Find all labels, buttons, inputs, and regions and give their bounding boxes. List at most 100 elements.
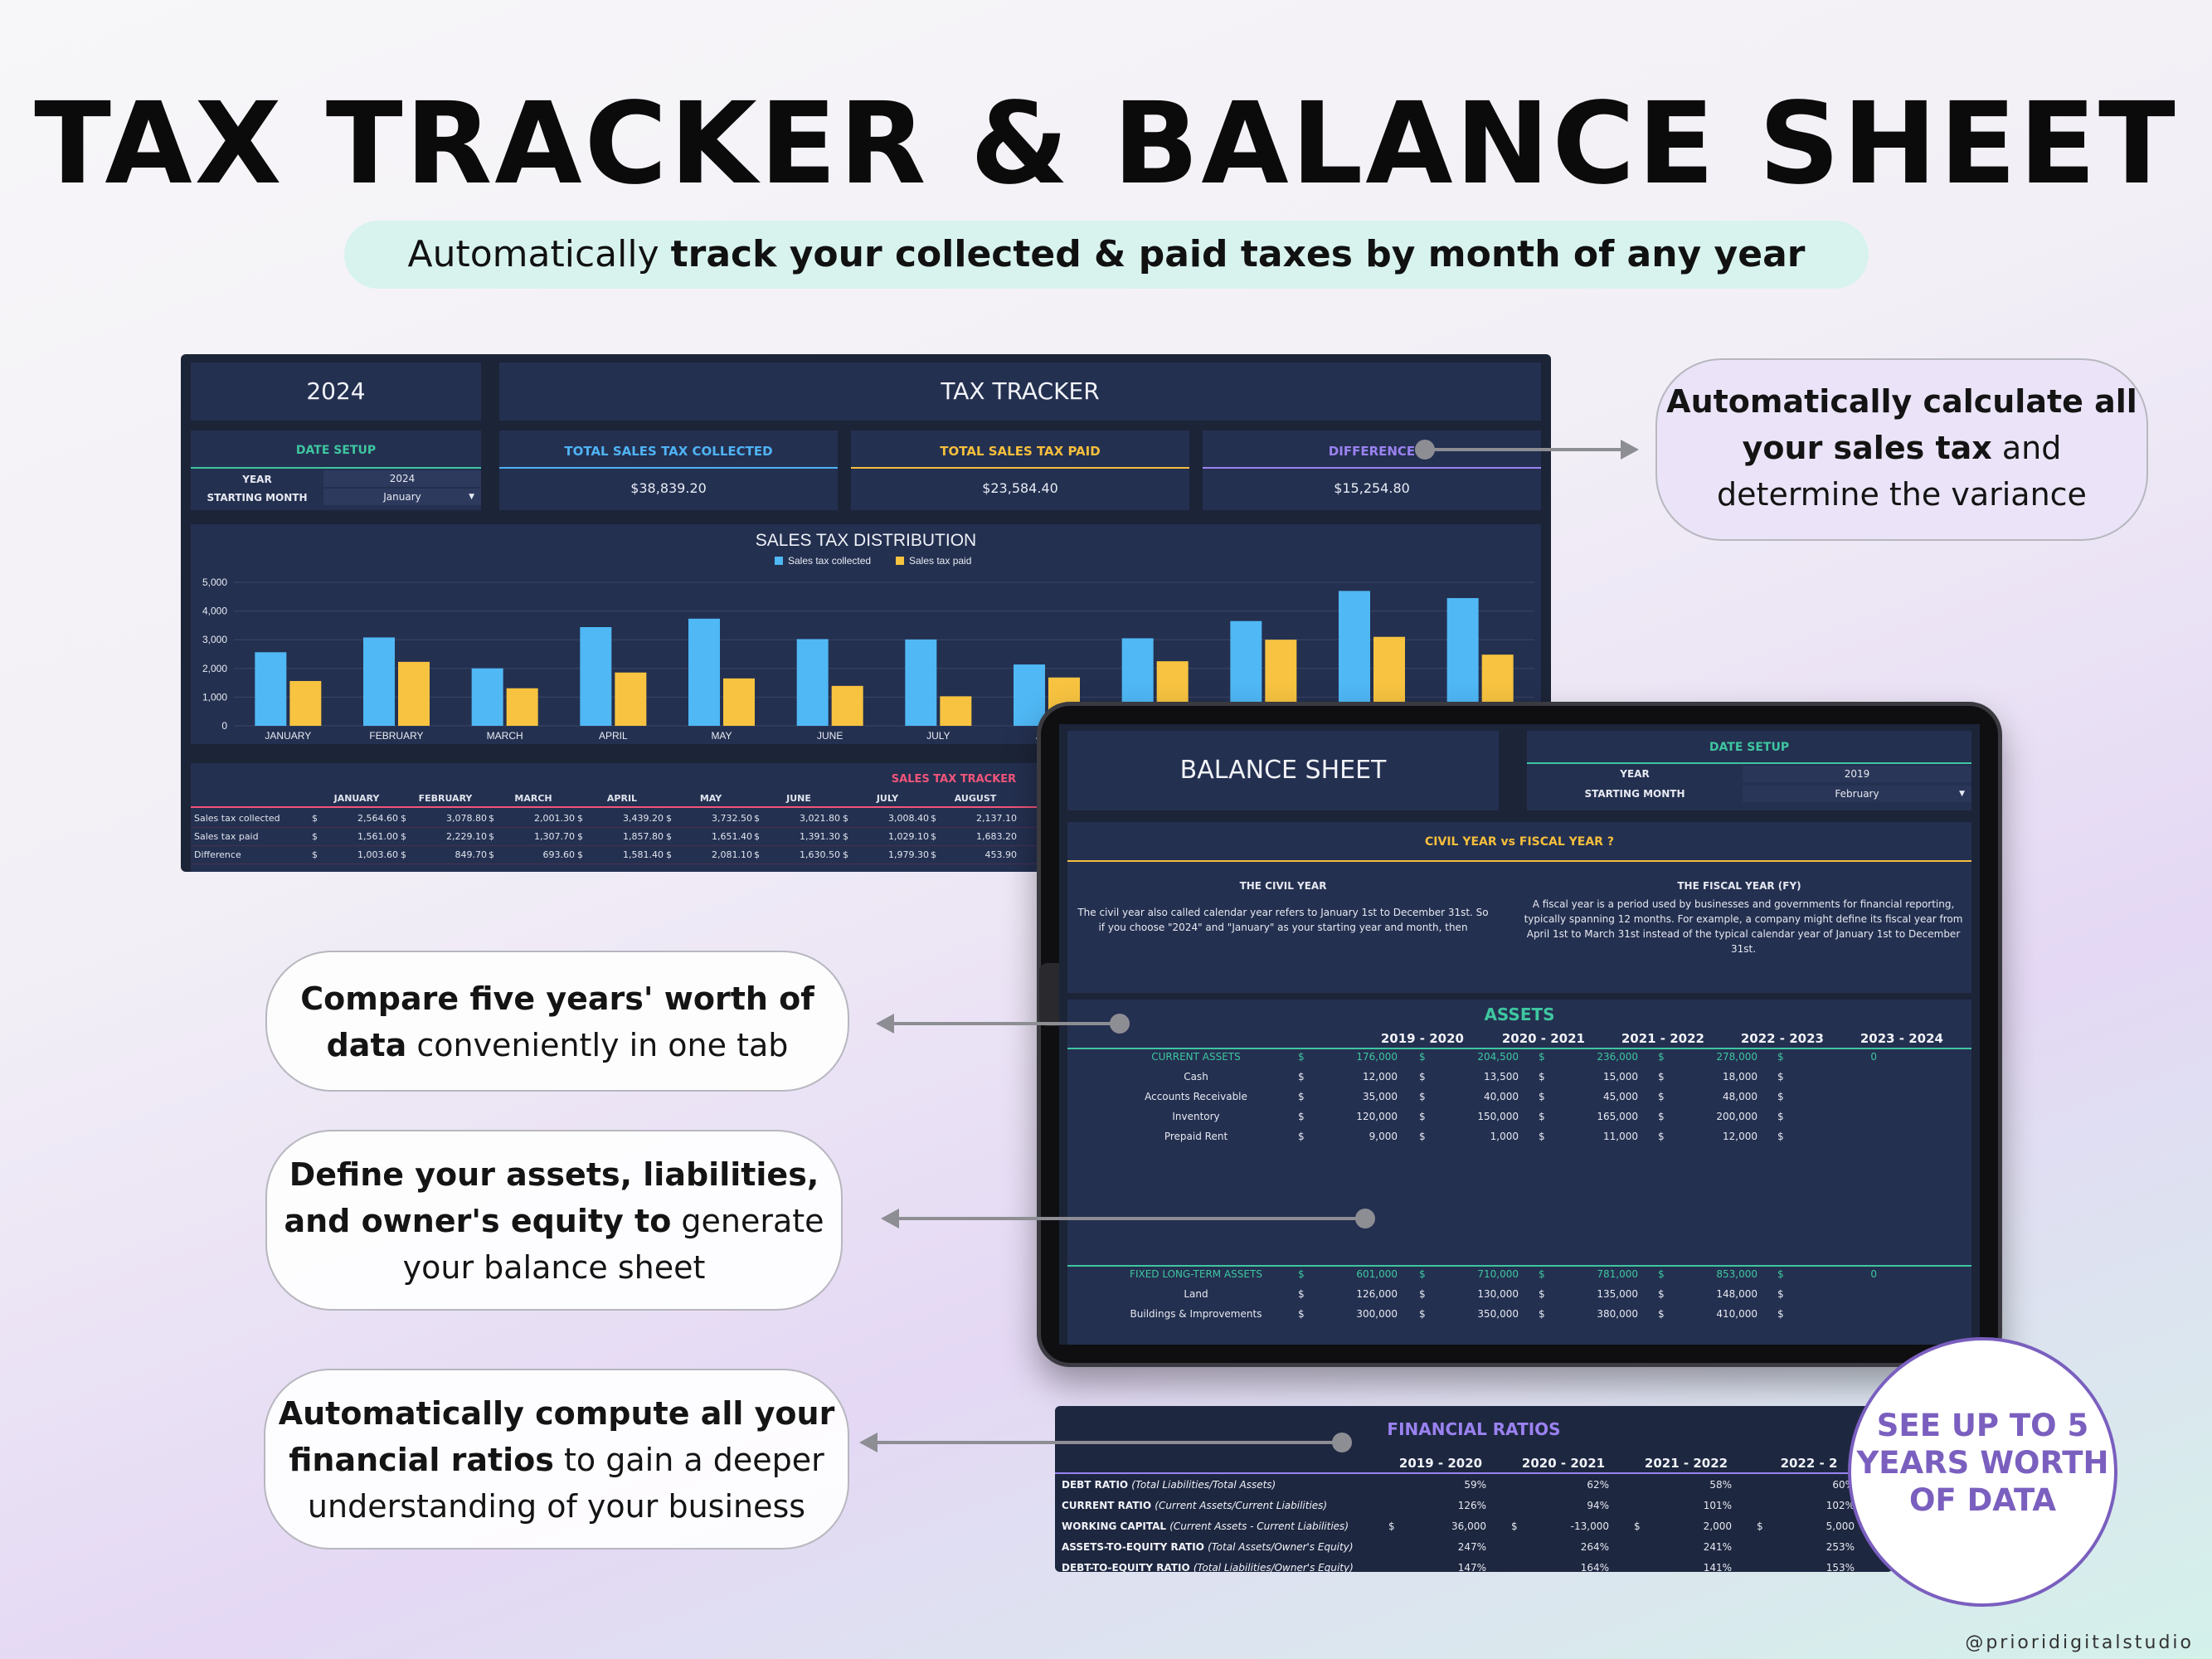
currency-symbol: $ xyxy=(1298,1111,1305,1122)
callout-tax: Automatically calculate all your sales t… xyxy=(1655,358,2148,541)
bar-collected xyxy=(363,637,395,726)
currency-symbol: $ xyxy=(577,831,583,842)
section-label: CURRENT ASSETS xyxy=(1151,1051,1241,1063)
currency-symbol: $ xyxy=(1539,1268,1545,1280)
currency-symbol: $ xyxy=(1298,1308,1305,1320)
callout-compare-plain: conveniently in one tab xyxy=(406,1027,789,1063)
ratio-label: WORKING CAPITAL (Current Assets - Curren… xyxy=(1062,1520,1393,1532)
balance-title-box: BALANCE SHEET xyxy=(1067,731,1499,810)
year-column-header: 2023 - 2024 xyxy=(1860,1031,1943,1046)
table-cell: 1,581.40 xyxy=(623,849,664,860)
table-month-header: JANUARY xyxy=(333,793,380,804)
table-cell: 849.70 xyxy=(455,849,488,860)
kpi-collected: TOTAL SALES TAX COLLECTED $38,839.20 xyxy=(499,431,838,510)
bar-collected xyxy=(255,652,287,726)
asset-value: 1,000 xyxy=(1490,1131,1519,1142)
currency-symbol: $ xyxy=(666,813,672,824)
table-month-header: JUNE xyxy=(786,793,811,804)
currency-symbol: $ xyxy=(1658,1131,1665,1142)
table-row-label: Difference xyxy=(194,849,241,860)
connector-dot xyxy=(1332,1433,1352,1452)
ratios-year-header: 2019 - 2020 2020 - 2021 2021 - 2022 2022 - … xyxy=(1055,1454,1893,1472)
y-tick-label: 0 xyxy=(221,720,227,732)
ratio-value: 147% xyxy=(1457,1562,1486,1572)
currency-symbol: $ xyxy=(1419,1308,1426,1320)
ratio-label: DEBT-TO-EQUITY RATIO (Total Liabilities/… xyxy=(1062,1562,1393,1572)
currency-symbol: $ xyxy=(1419,1131,1426,1142)
kpi-collected-value: $38,839.20 xyxy=(630,480,707,496)
asset-value: 48,000 xyxy=(1723,1091,1757,1102)
connector-line xyxy=(1425,448,1621,451)
assets-title: ASSETS xyxy=(1484,1005,1555,1024)
date-setup-title: DATE SETUP xyxy=(295,444,377,457)
asset-value: 350,000 xyxy=(1477,1308,1519,1320)
currency-symbol: $ xyxy=(1419,1051,1426,1063)
currency-symbol: $ xyxy=(312,813,318,824)
ratio-formula: (Current Assets - Current Liabilities) xyxy=(1169,1520,1349,1532)
section-total-row: CURRENT ASSETS $176,000 $204,500 $236,000 $2… xyxy=(1067,1048,1971,1066)
section-total-value: 853,000 xyxy=(1716,1268,1757,1280)
asset-row: Buildings & Improvements $300,000 $350,000… xyxy=(1067,1305,1971,1325)
currency-symbol: $ xyxy=(1777,1091,1784,1102)
bar-collected xyxy=(796,639,829,726)
section-total-value: 0 xyxy=(1870,1051,1877,1063)
starting-month-select[interactable]: January ▼ xyxy=(323,489,481,505)
currency-symbol: $ xyxy=(1511,1520,1518,1532)
ratio-value: -13,000 xyxy=(1570,1520,1609,1532)
table-body: Sales tax collected $2,564.60 $3,078.80 $2,… xyxy=(191,810,1541,868)
civil-fiscal-line xyxy=(1067,860,1971,862)
currency-symbol: $ xyxy=(1539,1111,1545,1122)
callout-define-bold: Define your assets, liabilities, and own… xyxy=(284,1156,819,1239)
ratio-value: 141% xyxy=(1703,1562,1732,1572)
currency-symbol: $ xyxy=(1539,1071,1545,1082)
kpi-paid: TOTAL SALES TAX PAID $23,584.40 xyxy=(851,431,1189,510)
tracker-title: TAX TRACKER xyxy=(499,362,1541,421)
currency-symbol: $ xyxy=(1757,1520,1763,1532)
balance-date-setup: DATE SETUP YEAR 2019 STARTING MONTH Febr… xyxy=(1527,731,1971,810)
currency-symbol: $ xyxy=(1658,1308,1665,1320)
bar-collected xyxy=(471,668,503,726)
asset-value: 40,000 xyxy=(1484,1091,1519,1102)
x-tick-label: MAY xyxy=(711,730,732,742)
table-cell: 2,137.10 xyxy=(976,813,1017,824)
ratio-year-header: 2021 - 2022 xyxy=(1644,1456,1728,1471)
assets-panel: ASSETS 2019 - 2020 2020 - 2021 2021 - 2022… xyxy=(1067,1000,1971,1345)
table-cell: 1,561.00 xyxy=(357,831,398,842)
ratio-formula: (Total Liabilities/Total Assets) xyxy=(1131,1479,1276,1491)
asset-row: Inventory $120,000 $150,000 $165,000 $200,00… xyxy=(1067,1107,1971,1127)
ratios-header-line xyxy=(1055,1472,1893,1474)
x-tick-label: APRIL xyxy=(599,730,628,742)
table-cell: 1,651.40 xyxy=(712,831,752,842)
currency-symbol: $ xyxy=(754,813,760,824)
y-tick-label: 5,000 xyxy=(202,577,227,588)
balance-month-value: February xyxy=(1835,788,1879,800)
currency-symbol: $ xyxy=(1419,1071,1426,1082)
balance-month-select[interactable]: February ▼ xyxy=(1743,786,1971,802)
y-tick-label: 3,000 xyxy=(202,634,227,645)
currency-symbol: $ xyxy=(1539,1131,1545,1142)
balance-year-value[interactable]: 2019 xyxy=(1743,766,1971,782)
x-tick-label: JULY xyxy=(926,730,950,742)
asset-value: 150,000 xyxy=(1477,1111,1519,1122)
ratio-value: 2,000 xyxy=(1703,1520,1732,1532)
legend-swatch xyxy=(896,557,904,565)
year-value[interactable]: 2024 xyxy=(323,470,481,487)
asset-label: Cash xyxy=(1184,1071,1208,1082)
currency-symbol: $ xyxy=(1419,1288,1426,1300)
currency-symbol: $ xyxy=(1298,1051,1305,1063)
table-cell: 3,021.80 xyxy=(800,813,840,824)
kpi-paid-value: $23,584.40 xyxy=(982,480,1058,496)
x-tick-label: JANUARY xyxy=(265,730,311,742)
kpi-collected-line xyxy=(499,467,838,469)
table-cell: 1,630.50 xyxy=(800,849,840,860)
asset-value: 13,500 xyxy=(1484,1071,1519,1082)
ratio-value: 101% xyxy=(1703,1500,1732,1511)
balance-month-label: STARTING MONTH xyxy=(1584,788,1685,800)
currency-symbol: $ xyxy=(1777,1071,1784,1082)
asset-value: 126,000 xyxy=(1356,1288,1398,1300)
ratio-year-header: 2019 - 2020 xyxy=(1398,1456,1483,1471)
table-month-header: MARCH xyxy=(514,793,552,804)
subtitle-pill: Automatically track your collected & pai… xyxy=(344,221,1869,289)
currency-symbol: $ xyxy=(1419,1091,1426,1102)
ratio-name: DEBT-TO-EQUITY RATIO xyxy=(1062,1562,1194,1572)
